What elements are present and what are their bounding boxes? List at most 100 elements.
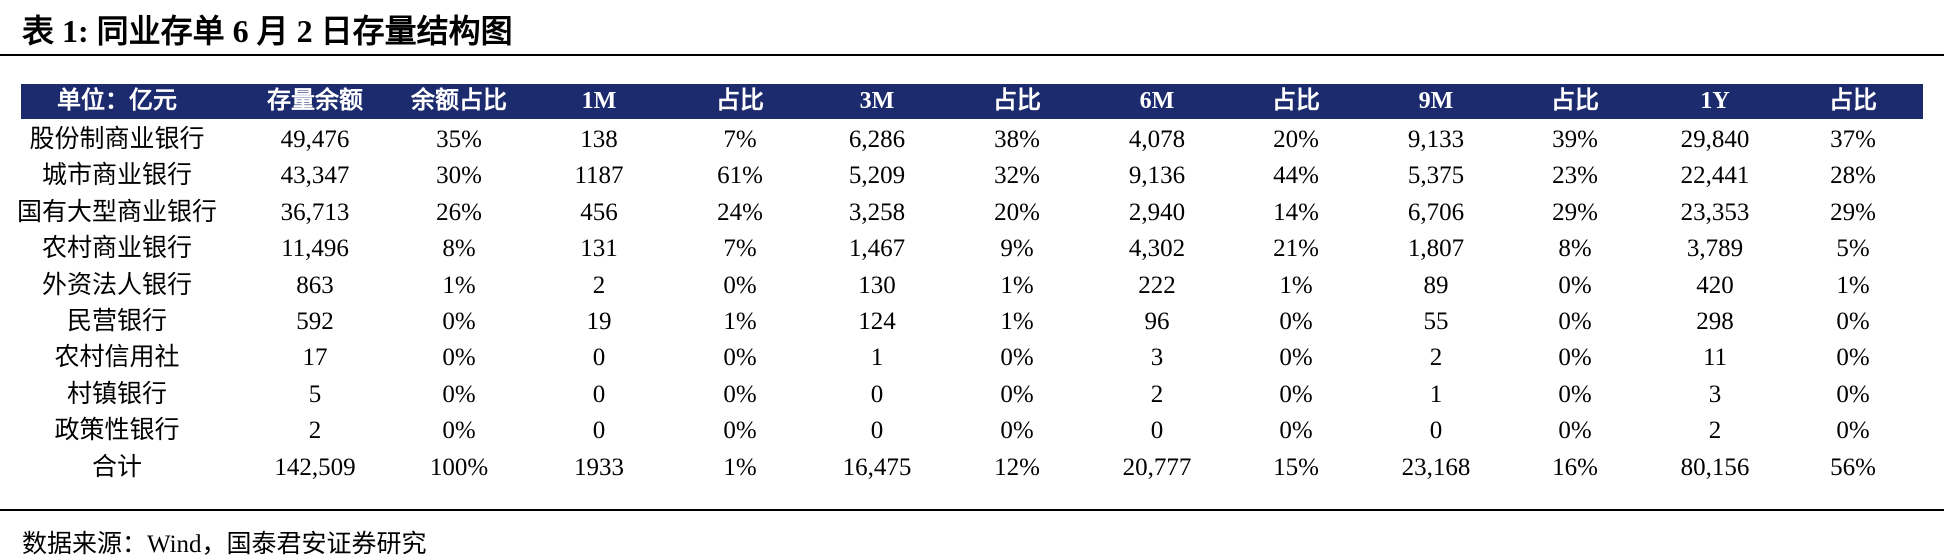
table-cell: 0% <box>723 271 757 299</box>
table-cell: 21% <box>1273 235 1319 263</box>
table-cell: 6,286 <box>848 126 906 153</box>
table-cell: 44% <box>1273 162 1319 190</box>
table-cell: 8% <box>1558 235 1592 263</box>
table-cell: 29% <box>1552 198 1598 226</box>
table-cell: 0 <box>592 344 606 372</box>
table-cell: 0 <box>870 417 884 445</box>
table-cell: 56% <box>1830 453 1876 481</box>
table-cell: 0 <box>1150 417 1164 445</box>
table-cell: 8% <box>442 235 476 263</box>
table-cell: 420 <box>1696 271 1734 299</box>
table-cell: 32% <box>994 162 1040 190</box>
table-cell: 2 <box>1429 344 1443 372</box>
column-header: 存量余额 <box>267 88 363 114</box>
column-header: 1Y <box>1700 88 1730 114</box>
table-cell: 23,168 <box>1401 453 1471 481</box>
table-cell: 0% <box>1558 417 1592 445</box>
table-cell: 2 <box>308 417 322 445</box>
column-header: 9M <box>1418 88 1454 114</box>
table-cell: 1% <box>723 308 757 335</box>
title-rule <box>0 54 1944 56</box>
column-header: 6M <box>1139 88 1175 114</box>
table-cell: 0% <box>1000 417 1034 445</box>
table-cell: 0% <box>723 417 757 445</box>
table-cell: 96 <box>1144 308 1170 335</box>
table-cell: 0% <box>723 344 757 372</box>
table-cell: 0% <box>1836 308 1870 335</box>
table-cell: 1% <box>442 271 476 299</box>
table-cell: 1% <box>1000 308 1034 335</box>
table-cell: 1% <box>723 453 757 481</box>
table-cell: 23% <box>1552 162 1598 190</box>
table-cell: 61% <box>717 162 763 190</box>
table-cell: 124 <box>858 308 896 335</box>
table-cell: 11,496 <box>281 235 349 263</box>
row-label: 农村信用社 <box>54 344 180 372</box>
table-cell: 0% <box>442 380 476 408</box>
table-cell: 43,347 <box>280 162 350 190</box>
table-cell: 222 <box>1138 271 1176 299</box>
row-label: 政策性银行 <box>54 417 180 445</box>
table-cell: 16,475 <box>842 453 912 481</box>
table-cell: 80,156 <box>1680 453 1750 481</box>
table-cell: 20% <box>1273 126 1319 153</box>
table-cell: 9,136 <box>1128 162 1186 190</box>
row-label: 村镇银行 <box>66 380 168 408</box>
table-cell: 29% <box>1830 198 1876 226</box>
table-cell: 0% <box>1000 344 1034 372</box>
table-cell: 3 <box>1708 380 1722 408</box>
column-header: 占比 <box>1551 88 1599 114</box>
table-cell: 4,302 <box>1128 235 1186 263</box>
table-cell: 0 <box>1429 417 1443 445</box>
table-cell: 3,789 <box>1686 235 1744 263</box>
table-cell: 0% <box>1836 417 1870 445</box>
table-cell: 19 <box>586 308 612 335</box>
table-cell: 0% <box>723 380 757 408</box>
table-cell: 12% <box>994 453 1040 481</box>
table-cell: 1% <box>1000 271 1034 299</box>
row-label: 合计 <box>91 453 143 481</box>
table-cell: 30% <box>436 162 482 190</box>
table-cell: 5,375 <box>1407 162 1465 190</box>
table-cell: 3,258 <box>848 198 906 226</box>
table-cell: 26% <box>436 198 482 226</box>
table-cell: 138 <box>580 126 618 153</box>
column-header: 占比 <box>1829 88 1877 114</box>
table-cell: 15% <box>1273 453 1319 481</box>
table-cell: 0% <box>1000 380 1034 408</box>
table-cell: 0 <box>592 380 606 408</box>
table-cell: 0 <box>592 417 606 445</box>
table-cell: 0% <box>1279 417 1313 445</box>
source-note: 数据来源：Wind，国泰君安证券研究 <box>22 531 427 558</box>
table-cell: 36,713 <box>280 198 350 226</box>
table-cell: 131 <box>580 235 618 263</box>
table-cell: 4,078 <box>1128 126 1186 153</box>
table-cell: 22,441 <box>1680 162 1750 190</box>
table-cell: 39% <box>1552 126 1598 153</box>
table-cell: 2 <box>592 271 606 299</box>
column-header: 单位：亿元 <box>57 88 177 114</box>
table-cell: 2,940 <box>1128 198 1186 226</box>
table-cell: 38% <box>994 126 1040 153</box>
table-cell: 9,133 <box>1407 126 1465 153</box>
column-header: 1M <box>581 88 617 114</box>
table-cell: 1,467 <box>848 235 906 263</box>
table-cell: 0% <box>1558 344 1592 372</box>
table-cell: 23,353 <box>1680 198 1750 226</box>
table-cell: 11 <box>1702 344 1728 372</box>
table-cell: 5,209 <box>848 162 906 190</box>
table-cell: 0% <box>442 417 476 445</box>
table-cell: 2 <box>1150 380 1164 408</box>
table-cell: 6,706 <box>1407 198 1465 226</box>
table-cell: 5% <box>1836 235 1870 263</box>
table-cell: 1% <box>1279 271 1313 299</box>
table-cell: 592 <box>296 308 334 335</box>
table-cell: 0% <box>1279 344 1313 372</box>
row-label: 国有大型商业银行 <box>16 198 218 226</box>
table-cell: 7% <box>723 126 757 153</box>
table-cell: 456 <box>580 198 618 226</box>
table-cell: 0% <box>1836 380 1870 408</box>
table-cell: 1 <box>1429 380 1443 408</box>
column-header: 余额占比 <box>411 88 507 114</box>
